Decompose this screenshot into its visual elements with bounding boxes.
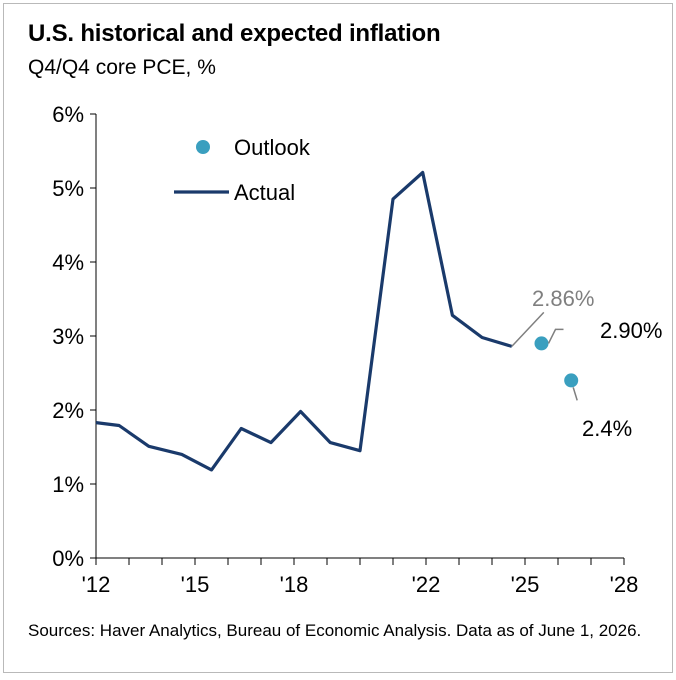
annotation-leader [572,387,578,401]
x-tick-label: '25 [511,572,540,597]
annotation-label: 2.90% [600,318,662,343]
y-tick-label: 2% [52,398,84,423]
x-tick-label: '12 [82,572,111,597]
legend: Outlook Actual [174,135,311,205]
x-tick-label: '22 [412,572,441,597]
y-tick-label: 3% [52,324,84,349]
x-tick-label: '15 [181,572,210,597]
annotation-leader [547,328,564,344]
annotations: 2.86%2.90% 2.4% [511,286,662,441]
x-tick-label: '28 [610,572,639,597]
x-axis: '12 '15 '18 '22 '25 '28 [82,557,639,597]
y-axis: 0% 1% 2% 3% 4% 5% 6% [52,102,97,571]
outlook-point [534,336,549,351]
chart-frame: U.S. historical and expected inflation Q… [3,3,673,673]
y-tick-label: 4% [52,250,84,275]
y-tick-label: 5% [52,176,84,201]
outlook-point [564,373,579,388]
y-tick-label: 6% [52,102,84,127]
chart-title: U.S. historical and expected inflation [28,20,441,47]
legend-outlook-label: Outlook [234,135,311,160]
source-footnote: Sources: Haver Analytics, Bureau of Econ… [28,621,642,640]
annotation-label: 2.4% [582,416,632,441]
x-tick-label: '18 [280,572,309,597]
legend-actual-label: Actual [234,180,295,205]
legend-outlook-marker [196,140,210,154]
annotation-leader [511,311,545,347]
line-chart: 0% 1% 2% 3% 4% 5% 6% '12 '15 '18 '22 '25 '28 Outloo… [52,102,662,597]
series-line-actual [95,170,513,472]
plot-area [95,170,579,472]
y-tick-label: 0% [52,546,84,571]
annotation-label: 2.86% [532,286,594,311]
chart-subtitle: Q4/Q4 core PCE, % [28,56,216,79]
y-tick-label: 1% [52,472,84,497]
